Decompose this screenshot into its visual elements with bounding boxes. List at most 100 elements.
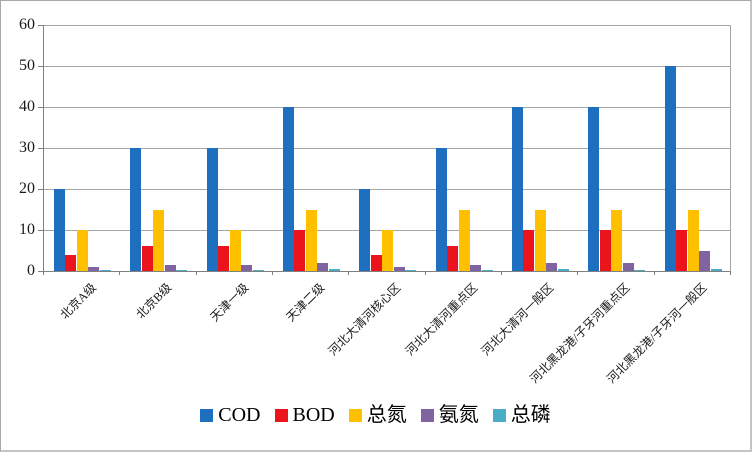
bar-COD-3 <box>282 107 294 271</box>
bar-总磷-8 <box>710 268 722 271</box>
legend-swatch-icon <box>200 408 214 422</box>
bar-氨氮-5 <box>470 264 482 271</box>
bar-氨氮-6 <box>546 262 558 271</box>
legend-swatch-icon <box>274 408 288 422</box>
x-axis-tick <box>730 271 731 275</box>
bar-COD-0 <box>53 189 65 271</box>
bar-BOD-4 <box>370 254 382 271</box>
bar-BOD-1 <box>141 246 153 271</box>
y-axis-label: 20 <box>19 180 35 197</box>
bar-总磷-4 <box>405 269 417 271</box>
bar-COD-1 <box>130 148 142 271</box>
y-axis-label: 0 <box>27 262 35 279</box>
bar-BOD-3 <box>294 230 306 271</box>
bar-BOD-5 <box>447 246 459 271</box>
y-axis-tick <box>38 188 43 190</box>
legend-item-总磷: 总磷 <box>492 404 551 426</box>
bar-总氮-8 <box>687 209 699 271</box>
chart-legend: COD BOD 总氮 氨氮 总磷 <box>1 404 750 426</box>
bar-总磷-5 <box>481 269 493 271</box>
legend-label: COD <box>218 404 261 426</box>
bar-氨氮-4 <box>393 266 405 271</box>
x-axis-tick <box>653 271 655 275</box>
bar-BOD-8 <box>676 230 688 271</box>
legend-label: BOD <box>292 404 335 426</box>
bar-总氮-7 <box>611 209 623 271</box>
bar-COD-2 <box>206 148 218 271</box>
bar-COD-8 <box>664 66 676 271</box>
plot-right-border <box>730 25 731 271</box>
y-axis-tick <box>38 270 43 272</box>
bar-总氮-0 <box>76 230 88 271</box>
bar-氨氮-8 <box>699 250 711 271</box>
bar-BOD-7 <box>599 230 611 271</box>
legend-swatch-icon <box>492 408 506 422</box>
y-axis-label: 60 <box>19 16 35 33</box>
y-axis-label: 50 <box>19 57 35 74</box>
x-axis-tick <box>348 271 350 275</box>
bar-BOD-6 <box>523 230 535 271</box>
bar-总氮-2 <box>229 230 241 271</box>
y-axis-tick <box>38 24 43 26</box>
legend-label: 氨氮 <box>438 404 479 426</box>
bar-总磷-1 <box>176 269 188 271</box>
y-axis-tick <box>38 147 43 149</box>
bar-总氮-1 <box>153 209 165 271</box>
x-axis-tick <box>195 271 197 275</box>
bar-氨氮-7 <box>622 262 634 271</box>
x-axis-tick <box>43 271 44 275</box>
bar-氨氮-2 <box>241 264 253 271</box>
legend-swatch-icon <box>348 408 362 422</box>
x-axis-line <box>43 270 731 272</box>
gridline <box>43 65 730 67</box>
y-axis-label: 40 <box>19 98 35 115</box>
x-axis-label: 河北大清河一般区 <box>478 280 557 359</box>
bar-总磷-7 <box>634 269 646 271</box>
x-axis-label: 河北大清河核心区 <box>326 280 404 359</box>
legend-item-总氮: 总氮 <box>348 404 407 426</box>
bar-氨氮-1 <box>164 264 176 271</box>
y-axis-label: 10 <box>19 221 35 238</box>
bar-总磷-2 <box>252 269 264 271</box>
gridline <box>43 188 730 190</box>
bar-总磷-0 <box>99 269 111 271</box>
legend-swatch-icon <box>420 408 434 422</box>
bar-总磷-6 <box>557 268 569 271</box>
y-axis-tick <box>38 65 43 67</box>
x-axis-tick <box>501 271 502 275</box>
bar-氨氮-3 <box>317 262 329 271</box>
y-axis-label: 30 <box>19 139 35 156</box>
y-axis-tick <box>38 106 43 108</box>
x-axis-label: 北京B级 <box>133 280 175 322</box>
y-axis-line <box>43 25 44 271</box>
legend-item-COD: COD <box>200 404 261 426</box>
gridline <box>43 106 730 108</box>
bar-总氮-6 <box>534 209 546 271</box>
gridline <box>43 24 730 26</box>
legend-item-氨氮: 氨氮 <box>420 404 479 426</box>
bar-COD-5 <box>435 148 447 271</box>
bar-总氮-4 <box>382 230 394 271</box>
bar-总氮-3 <box>305 209 317 271</box>
bar-总磷-3 <box>328 268 340 271</box>
bar-总氮-5 <box>458 209 470 271</box>
bar-氨氮-0 <box>88 266 100 271</box>
x-axis-label: 北京A级 <box>56 280 99 322</box>
x-axis-tick <box>424 271 426 275</box>
bar-COD-6 <box>511 107 523 271</box>
legend-item-BOD: BOD <box>274 404 335 426</box>
bar-COD-7 <box>588 107 600 271</box>
legend-label: 总磷 <box>510 404 551 426</box>
y-axis-tick <box>38 229 43 231</box>
legend-label: 总氮 <box>366 404 407 426</box>
gridline <box>43 147 730 149</box>
bar-BOD-2 <box>218 246 230 271</box>
x-axis-label: 天津一级 <box>207 280 252 325</box>
x-axis-label: 天津二级 <box>283 280 328 325</box>
bar-BOD-0 <box>65 254 77 271</box>
x-axis-tick <box>119 271 121 275</box>
bar-COD-4 <box>359 189 371 271</box>
x-axis-tick <box>577 271 579 275</box>
x-axis-tick <box>272 271 273 275</box>
